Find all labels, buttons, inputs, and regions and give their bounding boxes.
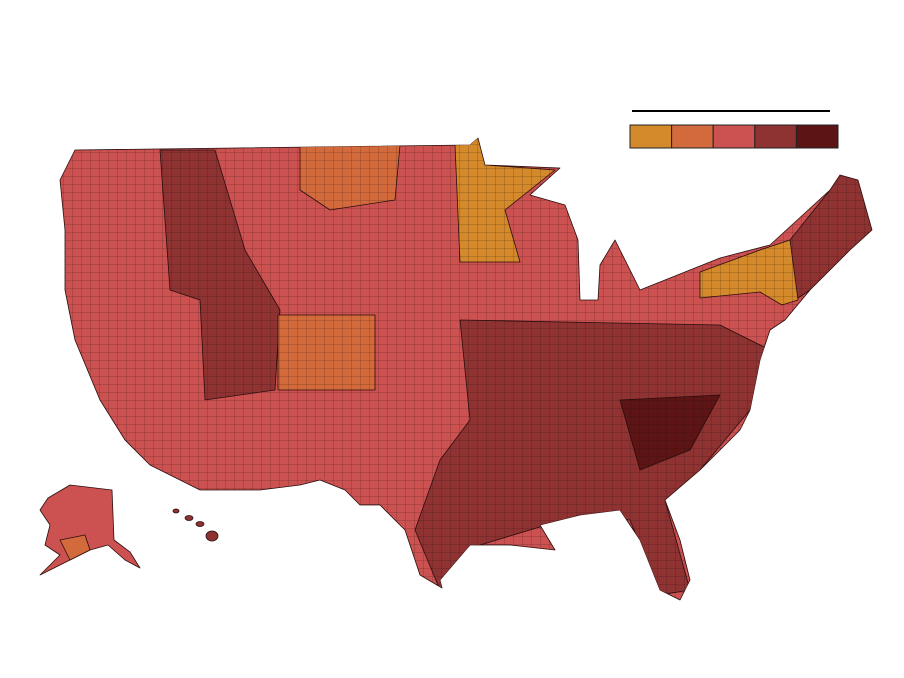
hawaii-island (172, 508, 180, 514)
legend-swatch (671, 124, 714, 149)
hawaii-island (195, 521, 205, 527)
hawaii (172, 508, 219, 542)
legend-swatch (712, 124, 756, 149)
legend-swatch (629, 124, 673, 149)
alaska (39, 484, 141, 576)
legend-swatch (795, 124, 839, 149)
hawaii-island (205, 530, 219, 542)
alaska-shape (39, 484, 141, 576)
legend-swatch (754, 124, 797, 149)
alaska-south (59, 534, 91, 561)
hawaii-island (184, 515, 194, 521)
legend (629, 110, 839, 149)
